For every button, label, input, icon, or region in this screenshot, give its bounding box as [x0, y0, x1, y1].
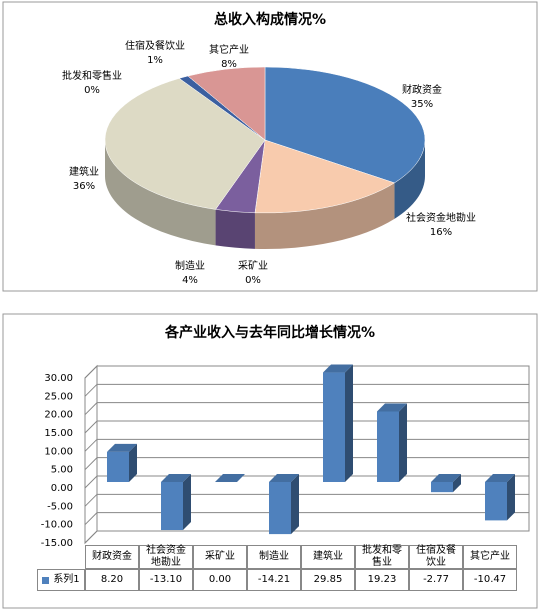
bar-top: [431, 474, 461, 482]
category-cell: 财政资金: [85, 545, 139, 569]
legend-swatch: [42, 576, 50, 584]
pie-slice: [254, 139, 396, 214]
y-tick-label: -15.00: [41, 538, 73, 549]
value-cell: 19.23: [355, 569, 409, 591]
pie-value-label: 1%: [147, 55, 163, 66]
grid-line: [84, 530, 529, 544]
y-tick-label: 15.00: [44, 428, 73, 439]
pie-slice: [264, 66, 426, 184]
y-tick-label: 10.00: [44, 446, 73, 457]
pie-label: 制造业: [175, 259, 205, 272]
pie-value-label: 8%: [221, 59, 237, 70]
value-cell: 29.85: [301, 569, 355, 591]
value-cell: -14.21: [247, 569, 301, 591]
pie-side: [215, 209, 255, 249]
pie-label: 其它产业: [209, 43, 249, 56]
category-cell: 建筑业: [301, 545, 355, 569]
y-tick-label: 0.00: [51, 483, 73, 494]
bar-top: [215, 474, 245, 482]
pie-side: [254, 182, 395, 249]
pie-side: [394, 140, 426, 219]
bar-top: [269, 474, 299, 482]
bar-top: [485, 474, 515, 482]
y-tick-label: -5.00: [47, 501, 73, 512]
bar-frame: [2, 313, 538, 609]
pie-value-label: 0%: [84, 85, 100, 96]
pie-slice: [104, 78, 266, 210]
y-tick-label: -10.00: [41, 520, 73, 531]
category-cell: 社会资金地勘业: [139, 545, 193, 569]
category-cell: 制造业: [247, 545, 301, 569]
y-tick-label: 20.00: [44, 410, 73, 421]
bar-side: [507, 474, 515, 521]
value-cell: -10.47: [463, 569, 517, 591]
bar-top: [323, 364, 353, 373]
grid-line: [84, 493, 529, 507]
category-cell: 批发和零售业: [355, 545, 409, 569]
bar: [485, 482, 507, 521]
pie-label: 建筑业: [69, 165, 99, 178]
bar-top: [377, 403, 407, 412]
pie-label: 财政资金: [402, 83, 442, 96]
grid-line: [84, 365, 529, 379]
grid-line: [84, 512, 529, 526]
y-tick-label: 30.00: [44, 373, 73, 384]
pie-value-label: 0%: [245, 275, 261, 286]
bar-side: [453, 474, 461, 493]
legend-label: 系列1: [53, 574, 80, 585]
bar-side: [399, 403, 407, 482]
bar: [269, 482, 291, 535]
value-cell: 8.20: [85, 569, 139, 591]
pie-value-label: 4%: [182, 275, 198, 286]
category-cell: 住宿及餐饮业: [409, 545, 463, 569]
pie-value-label: 16%: [430, 227, 452, 238]
value-cell: 0.00: [193, 569, 247, 591]
y-tick-label: 25.00: [44, 391, 73, 402]
pie-value-label: 35%: [411, 99, 433, 110]
grid-line: [84, 402, 529, 416]
pie-label: 社会资金地勘业: [406, 211, 476, 224]
bar: [161, 482, 183, 531]
bar-top: [161, 474, 191, 482]
value-cell: -2.77: [409, 569, 463, 591]
pie-value-label: 36%: [73, 181, 95, 192]
pie-title: 总收入构成情况%: [214, 11, 326, 28]
bar: [107, 451, 129, 482]
pie-label: 住宿及餐饮业: [125, 39, 185, 52]
bar: [431, 482, 453, 493]
bar: [377, 411, 399, 482]
bar: [323, 372, 345, 482]
y-tick-label: 5.00: [51, 465, 73, 476]
bar-top: [107, 443, 137, 452]
pie-side: [105, 140, 216, 246]
pie-label: 采矿业: [238, 259, 268, 272]
legend-cell: 系列1: [37, 569, 85, 591]
grid-line: [84, 383, 529, 397]
category-cell: 其它产业: [463, 545, 517, 569]
bar-side: [129, 443, 137, 482]
bar-side: [183, 474, 191, 531]
bar-side: [291, 474, 299, 535]
category-cell: 采矿业: [193, 545, 247, 569]
bar-side: [345, 364, 353, 482]
value-cell: -13.10: [139, 569, 193, 591]
pie-label: 批发和零售业: [62, 69, 122, 82]
pie-slice: [187, 66, 266, 141]
bar-title: 各产业收入与去年同比增长情况%: [164, 324, 375, 341]
